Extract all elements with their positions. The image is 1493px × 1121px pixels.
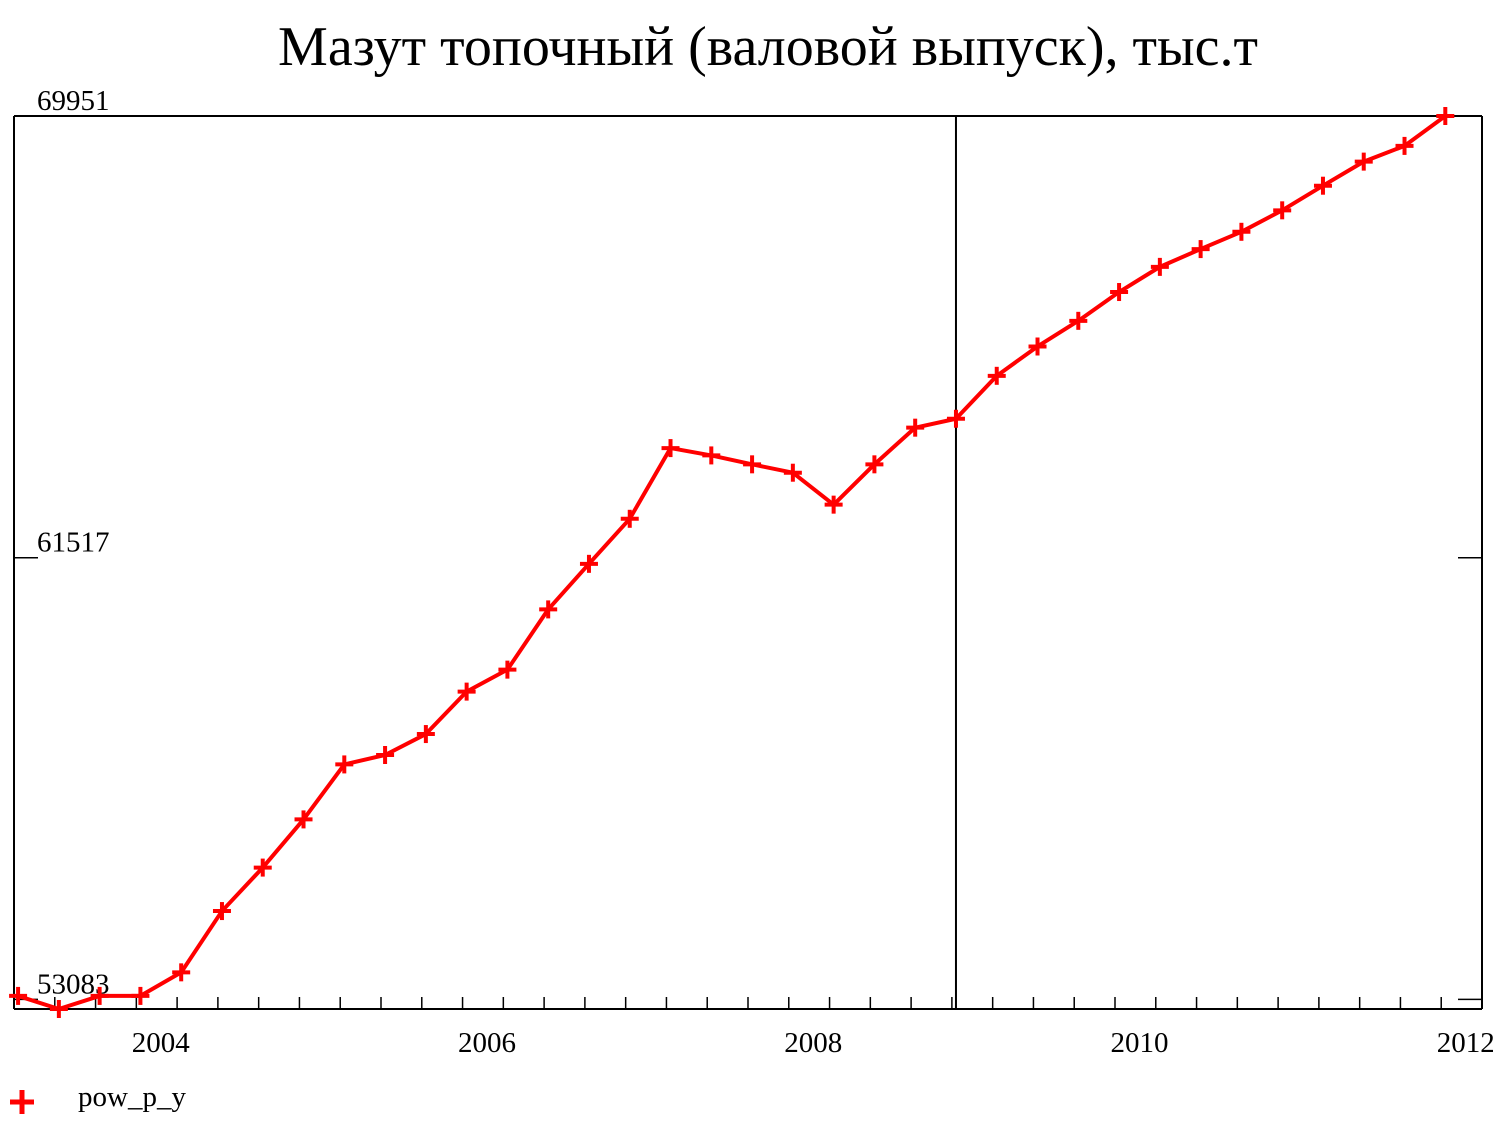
x-tick-label: 2004 bbox=[132, 1027, 191, 1059]
y-tick-label: 69951 bbox=[37, 85, 110, 117]
chart-title: Мазут топочный (валовой выпуск), тыс.т bbox=[278, 16, 1258, 78]
data-point-marker bbox=[1150, 257, 1169, 276]
data-point-marker bbox=[579, 554, 598, 573]
data-point-marker bbox=[212, 902, 231, 921]
data-point-marker bbox=[1354, 152, 1373, 171]
data-point-marker bbox=[1191, 240, 1210, 259]
data-point-marker bbox=[172, 963, 191, 982]
series-layer bbox=[9, 107, 1455, 1018]
x-tick-label: 2006 bbox=[458, 1027, 516, 1059]
legend-marker-icon bbox=[10, 1090, 34, 1114]
series-line bbox=[16, 114, 1448, 1011]
x-tick-label: 2012 bbox=[1437, 1027, 1493, 1059]
data-point-marker bbox=[1436, 107, 1455, 125]
x-tick-label: 2010 bbox=[1110, 1027, 1168, 1059]
data-point-marker bbox=[1313, 176, 1332, 195]
data-point-marker bbox=[620, 509, 639, 528]
data-point-marker bbox=[946, 409, 965, 428]
data-point-marker bbox=[131, 986, 150, 1005]
data-point-marker bbox=[783, 463, 802, 482]
legend-label: pow_p_y bbox=[78, 1081, 186, 1113]
data-point-marker bbox=[498, 660, 517, 679]
data-point-marker bbox=[335, 755, 354, 774]
data-point-marker bbox=[906, 418, 925, 437]
data-point-marker bbox=[9, 986, 28, 1005]
data-point-marker bbox=[987, 366, 1006, 385]
data-point-marker bbox=[1069, 311, 1088, 330]
data-point-marker bbox=[865, 455, 884, 474]
data-point-marker bbox=[90, 986, 109, 1005]
y-tick-label: 61517 bbox=[37, 527, 110, 559]
data-point-marker bbox=[253, 858, 272, 877]
data-point-marker bbox=[824, 495, 843, 514]
legend: pow_p_y bbox=[10, 1081, 186, 1114]
data-point-marker bbox=[1028, 337, 1047, 356]
data-point-marker bbox=[294, 810, 313, 829]
data-point-marker bbox=[376, 745, 395, 764]
data-point-marker bbox=[743, 455, 762, 474]
data-point-marker bbox=[1395, 136, 1414, 155]
data-point-marker bbox=[49, 1000, 68, 1018]
data-point-marker bbox=[1273, 201, 1292, 220]
data-point-marker bbox=[1110, 283, 1129, 302]
data-point-marker bbox=[539, 600, 558, 619]
data-point-marker bbox=[702, 446, 721, 465]
x-tick-label: 2008 bbox=[784, 1027, 842, 1059]
data-point-marker bbox=[457, 682, 476, 701]
data-point-marker bbox=[1232, 222, 1251, 241]
axis-ticks bbox=[13, 115, 1483, 1009]
data-point-marker bbox=[661, 439, 680, 458]
data-point-marker bbox=[416, 725, 435, 744]
plot-frame bbox=[13, 115, 1483, 1010]
